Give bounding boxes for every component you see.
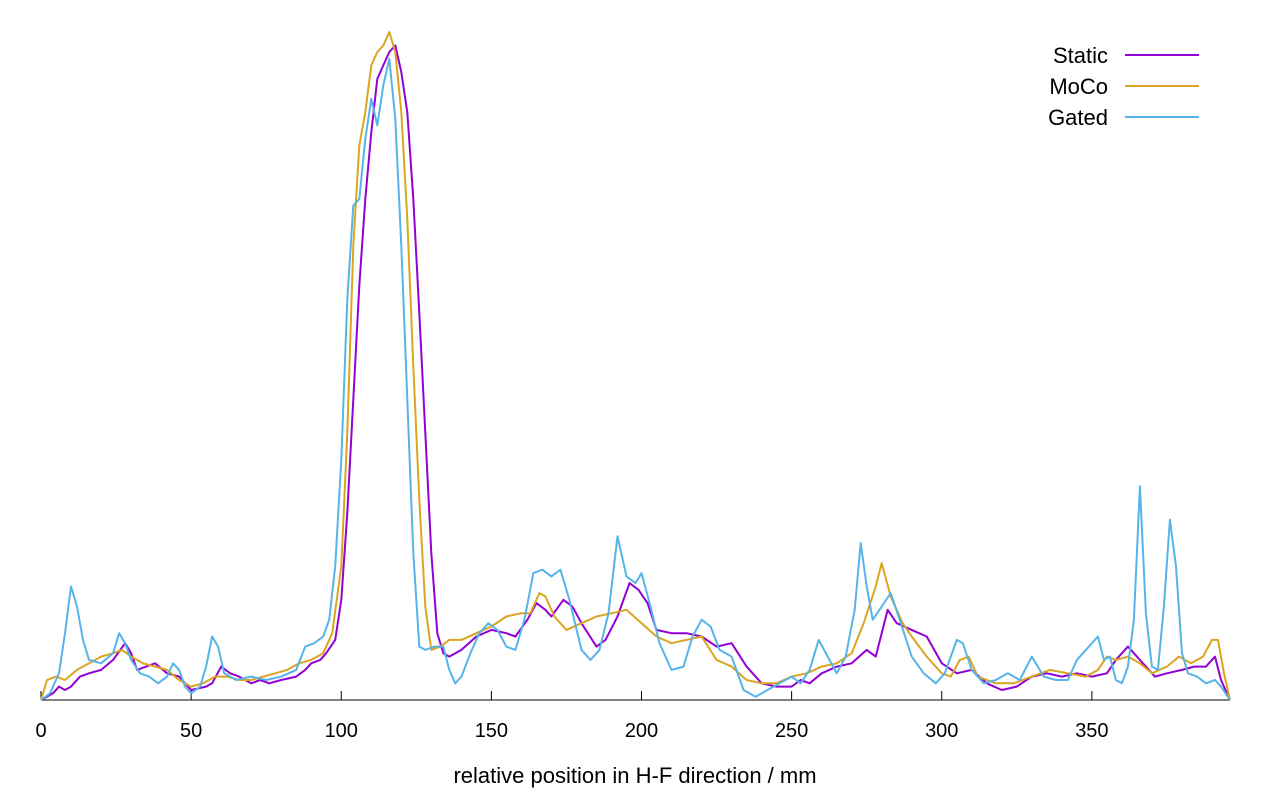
x-tick-label: 150 [475, 720, 508, 742]
x-tick-label: 100 [325, 720, 358, 742]
legend-label-moco: MoCo [1049, 74, 1108, 99]
x-tick-label: 0 [35, 720, 46, 742]
series-line-moco [40, 31, 1231, 701]
legend-label-gated: Gated [1048, 105, 1108, 130]
x-tick-label: 250 [775, 720, 808, 742]
legend-label-static: Static [1053, 43, 1108, 68]
x-tick-label: 50 [180, 720, 202, 742]
x-axis-label: relative position in H-F direction / mm [453, 763, 816, 788]
x-axis: 0 50 100 150 200 250 300 350 [35, 691, 1230, 742]
series-group [40, 31, 1231, 701]
series-line-static [40, 44, 1231, 701]
x-tick-label: 200 [625, 720, 658, 742]
legend: Static MoCo Gated [1048, 43, 1199, 130]
x-tick-label: 300 [925, 720, 958, 742]
x-tick-label: 350 [1075, 720, 1108, 742]
series-line-gated [40, 57, 1231, 701]
